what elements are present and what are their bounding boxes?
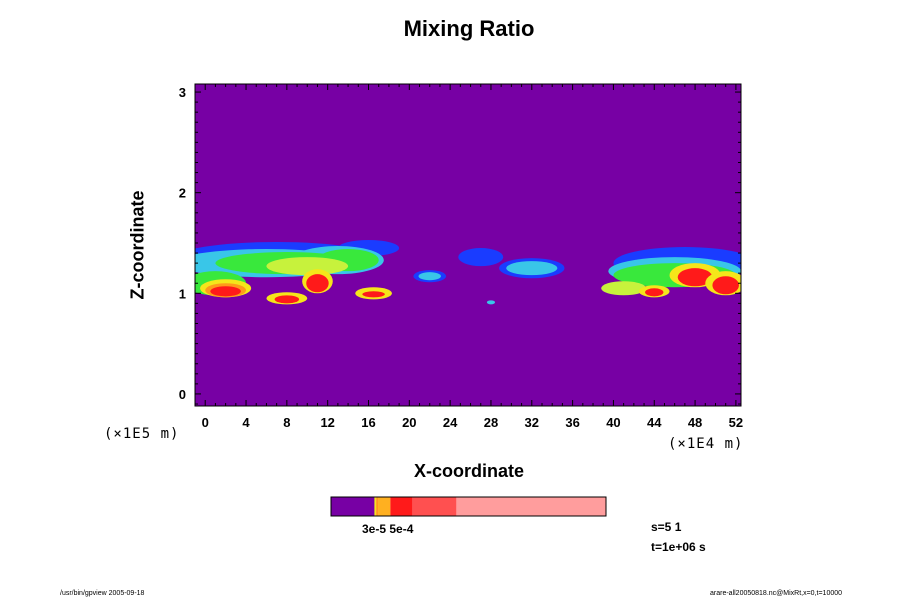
x-tick-label: 36 — [565, 415, 579, 430]
heatmap-cell — [486, 300, 496, 305]
x-tick-label: 20 — [402, 415, 416, 430]
colorbar-segment — [378, 497, 391, 516]
colorbar-segment — [390, 497, 413, 516]
footer-left: /usr/bin/gpview 2005-09-18 — [60, 590, 145, 597]
colorbar-segment — [412, 497, 457, 516]
colorbar-segment — [374, 497, 377, 516]
heatmap-cell — [712, 276, 739, 295]
heatmap-cell — [210, 286, 241, 297]
footer-right: arare-all20050818.nc@MixRt,x=0,t=10000 — [710, 590, 843, 597]
x-tick-label: 12 — [320, 415, 334, 430]
x-axis-title: X-coordinate — [413, 461, 524, 481]
x-tick-label: 44 — [647, 415, 662, 430]
y-tick-label: 3 — [179, 85, 186, 100]
heatmap-cell — [506, 261, 558, 276]
y-tick-label: 2 — [179, 186, 186, 201]
heatmap-cell — [645, 288, 664, 297]
x-tick-label: 0 — [202, 415, 209, 430]
axis-ticks — [194, 84, 741, 406]
x-tick-label: 24 — [443, 415, 458, 430]
heatmap-cell — [418, 272, 441, 281]
y-tick-label: 1 — [179, 286, 186, 301]
x-tick-label: 28 — [484, 415, 498, 430]
x-tick-label: 16 — [361, 415, 375, 430]
colorbar-frame — [330, 496, 607, 517]
x-tick-label: 48 — [688, 415, 702, 430]
x-axis-unit: (×1E4 m) — [668, 436, 744, 452]
colorbar-segment — [331, 497, 375, 516]
info-s-label: s=5 1 — [651, 520, 682, 534]
heatmap-cell — [458, 248, 504, 267]
heatmap-field — [195, 84, 741, 406]
heatmap-cell — [266, 257, 349, 276]
colorbar-segment — [376, 497, 379, 516]
x-tick-label: 8 — [283, 415, 290, 430]
colorbar-label: 3e-5 5e-4 — [362, 522, 414, 536]
heatmap-cell — [601, 281, 647, 296]
y-axis-title: Z-coordinate — [127, 190, 148, 300]
colorbar — [330, 496, 607, 517]
x-tick-label: 52 — [729, 415, 743, 430]
heatmap-cell — [677, 268, 713, 287]
heatmap-cell — [362, 291, 385, 298]
y-axis-unit: (×1E5 m) — [104, 426, 180, 442]
x-tick-label: 40 — [606, 415, 620, 430]
x-tick-label: 32 — [525, 415, 539, 430]
plot-frame — [194, 83, 742, 407]
x-tick-label: 4 — [242, 415, 250, 430]
heatmap-cell — [274, 295, 300, 304]
y-tick-label: 0 — [179, 387, 186, 402]
colorbar-segment — [456, 497, 606, 516]
info-t-label: t=1e+06 s — [651, 540, 706, 554]
chart-title: Mixing Ratio — [403, 16, 535, 41]
heatmap-cell — [306, 274, 329, 293]
